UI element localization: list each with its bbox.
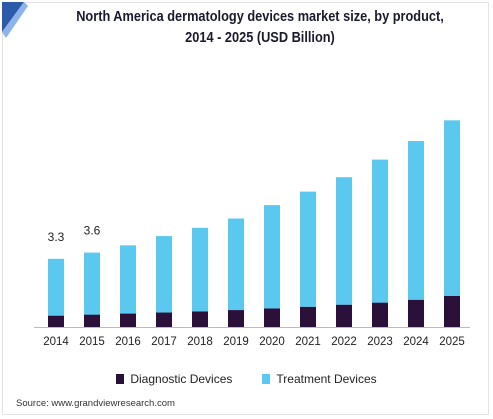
chart-title-line1: North America dermatology devices market… xyxy=(76,9,444,25)
bar-diagnostic-2022 xyxy=(336,304,352,327)
x-tick-label-2021: 2021 xyxy=(295,336,321,348)
bar-treatment-2025 xyxy=(444,120,460,296)
legend-item-diagnostic: Diagnostic Devices xyxy=(116,372,232,386)
legend-item-treatment: Treatment Devices xyxy=(262,372,377,386)
bar-diagnostic-2018 xyxy=(192,311,208,327)
bar-diagnostic-2014 xyxy=(48,315,64,327)
x-tick-label-2023: 2023 xyxy=(367,336,393,348)
x-tick-label-2024: 2024 xyxy=(403,336,429,348)
x-tick-label-2020: 2020 xyxy=(259,336,285,348)
bar-treatment-2019 xyxy=(228,218,244,311)
chart-title-line2: 2014 - 2025 (USD Billion) xyxy=(185,30,335,46)
x-tick-label-2022: 2022 xyxy=(331,336,357,348)
x-tick-label-2016: 2016 xyxy=(115,336,141,348)
bar-treatment-2024 xyxy=(408,141,424,300)
legend-swatch-treatment xyxy=(262,374,271,384)
data-label-2015: 3.6 xyxy=(84,224,101,238)
bar-treatment-2023 xyxy=(372,159,388,303)
bar-treatment-2015 xyxy=(84,252,100,315)
legend-label-treatment: Treatment Devices xyxy=(276,372,377,386)
bar-diagnostic-2015 xyxy=(84,314,100,327)
x-tick-label-2019: 2019 xyxy=(223,336,249,348)
source-note: Source: www.grandviewresearch.com xyxy=(16,398,175,409)
data-label-2014: 3.3 xyxy=(48,230,65,244)
bar-diagnostic-2019 xyxy=(228,310,244,327)
bar-treatment-2020 xyxy=(264,205,280,309)
bar-diagnostic-2017 xyxy=(156,312,172,327)
x-tick-label-2015: 2015 xyxy=(79,336,105,348)
bar-treatment-2022 xyxy=(336,177,352,305)
x-tick-label-2018: 2018 xyxy=(187,336,213,348)
x-tick-label-2017: 2017 xyxy=(151,336,177,348)
bar-diagnostic-2020 xyxy=(264,308,280,327)
bar-treatment-2014 xyxy=(48,258,64,316)
legend-swatch-diagnostic xyxy=(116,374,125,384)
corner-accent-icon xyxy=(2,2,28,38)
bar-treatment-2017 xyxy=(156,236,172,313)
chart-legend: Diagnostic Devices Treatment Devices xyxy=(0,372,493,386)
bar-treatment-2021 xyxy=(300,191,316,307)
x-tick-label-2014: 2014 xyxy=(43,336,69,348)
bar-diagnostic-2023 xyxy=(372,302,388,327)
chart-frame xyxy=(2,2,489,415)
legend-label-diagnostic: Diagnostic Devices xyxy=(130,372,233,386)
x-tick-label-2025: 2025 xyxy=(439,336,465,348)
bar-diagnostic-2024 xyxy=(408,299,424,327)
bar-diagnostic-2016 xyxy=(120,313,136,327)
bar-diagnostic-2025 xyxy=(444,296,460,327)
bar-treatment-2016 xyxy=(120,245,136,314)
bar-diagnostic-2021 xyxy=(300,306,316,327)
bar-treatment-2018 xyxy=(192,227,208,312)
